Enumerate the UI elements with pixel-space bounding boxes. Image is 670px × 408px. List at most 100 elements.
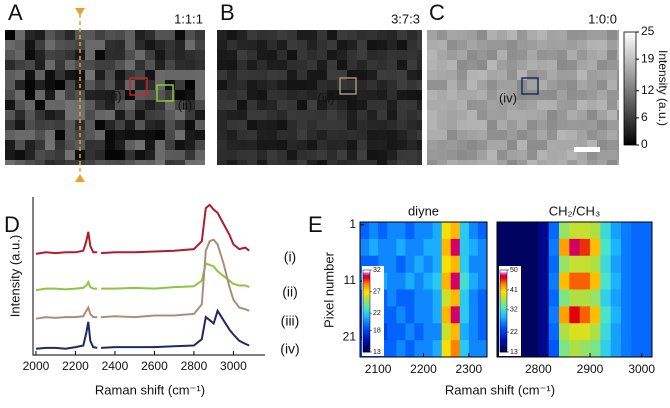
heat-cell (459, 222, 470, 240)
colorbar-step (363, 341, 370, 345)
heat-cell (441, 323, 452, 341)
pixel (5, 150, 15, 160)
pixel (35, 140, 45, 150)
colorbar-step (500, 345, 507, 349)
pixel (607, 60, 617, 70)
pixel (407, 60, 417, 70)
heat-cell (414, 255, 424, 274)
heat-cell (477, 222, 488, 240)
pixel (407, 90, 417, 100)
colorbar-step (363, 292, 370, 295)
pixel (25, 120, 35, 130)
pixel (507, 150, 517, 160)
pixel (527, 60, 537, 70)
pixel (487, 130, 497, 140)
pixel (387, 120, 397, 130)
heat-cell (450, 272, 461, 290)
pixel (377, 50, 387, 60)
pixel (237, 90, 247, 100)
heat-cell (414, 272, 424, 290)
heat-cell (641, 272, 653, 290)
pixel (357, 90, 367, 100)
spectrum (35, 262, 250, 292)
pixel (537, 100, 547, 110)
pixel (95, 70, 105, 80)
pixel (347, 90, 357, 100)
pixel (487, 40, 497, 50)
pixel (577, 40, 587, 50)
pixel (247, 40, 257, 50)
pixel (587, 130, 597, 140)
pixel (417, 40, 422, 50)
pixel (5, 40, 15, 50)
heat-cell (621, 289, 632, 307)
pixel (307, 60, 317, 70)
heat-cell (441, 255, 452, 274)
pixel (407, 80, 417, 90)
pixel (447, 80, 457, 90)
pixel (135, 140, 145, 150)
heat-cell (621, 306, 632, 324)
pixel (35, 60, 45, 70)
colorbar-step (363, 274, 370, 277)
roi-box (156, 84, 174, 102)
pixel (237, 60, 247, 70)
pixel (277, 30, 287, 40)
pixel (287, 70, 297, 80)
heat-cell (579, 255, 591, 274)
pixel (217, 100, 227, 110)
x-tick-label: 3000 (220, 359, 247, 373)
pixel (195, 90, 205, 100)
pixel (277, 60, 287, 70)
pixel (437, 130, 447, 140)
pixel (155, 90, 165, 100)
heat-cell (569, 272, 581, 290)
pixel (257, 80, 267, 90)
pixel (145, 60, 155, 70)
pixel (327, 40, 337, 50)
x-tick-label: 2200 (410, 362, 437, 376)
pixel (587, 90, 597, 100)
heat-cell (528, 222, 539, 240)
pixel (617, 50, 619, 60)
colorbar-step (363, 313, 370, 316)
pixel (547, 30, 557, 40)
pixel (185, 100, 195, 110)
pixel (237, 120, 247, 130)
pixel (115, 160, 125, 165)
pixel (527, 140, 537, 150)
heat-cell (378, 238, 388, 257)
pixel (247, 150, 257, 160)
pixel (557, 110, 567, 120)
pixel (527, 150, 537, 160)
pixel (427, 140, 437, 150)
pixel (467, 140, 477, 150)
heat-cell (528, 255, 539, 274)
pixel (257, 130, 267, 140)
heat-cell (441, 306, 452, 324)
pixel (477, 120, 487, 130)
pixel (377, 150, 387, 160)
pixel (337, 160, 347, 165)
pixel (297, 140, 307, 150)
pixel (367, 70, 377, 80)
pixel (35, 150, 45, 160)
heat-cell (477, 255, 488, 274)
pixel (447, 140, 457, 150)
pixel (115, 70, 125, 80)
pixel (457, 60, 467, 70)
pixel (65, 90, 75, 100)
heat-cell (423, 289, 434, 307)
pixel (397, 140, 407, 150)
heat-cell (459, 289, 470, 307)
pixel (135, 40, 145, 50)
pixel (587, 150, 597, 160)
pixel (337, 150, 347, 160)
heat-cell (538, 272, 550, 290)
pixel (417, 140, 422, 150)
pixel (155, 160, 165, 165)
heat-cell (621, 323, 632, 341)
pixel (65, 40, 75, 50)
pixel (457, 120, 467, 130)
pixel (607, 150, 617, 160)
